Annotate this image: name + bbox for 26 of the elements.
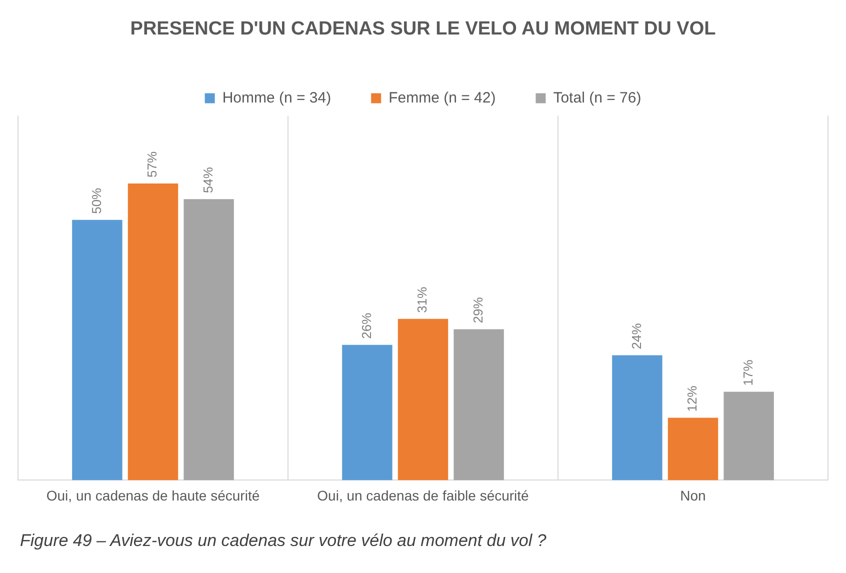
- chart-title: PRESENCE D'UN CADENAS SUR LE VELO AU MOMENT DU VOL: [130, 18, 716, 40]
- data-label: 26%: [358, 312, 374, 339]
- x-tick-label: Oui, un cadenas de faible sécurité: [317, 487, 530, 504]
- bar: [184, 199, 234, 480]
- caption: Figure 49 – Aviez-vous un cadenas sur votre vélo au moment du vol ?: [20, 531, 548, 551]
- bar: [398, 318, 448, 480]
- bar: [72, 220, 122, 480]
- bar: [668, 418, 718, 480]
- data-label: 31%: [414, 286, 430, 313]
- data-label: 54%: [200, 166, 216, 194]
- legend-label: Total (n = 76): [553, 89, 642, 106]
- x-tick-label: Oui, un cadenas de haute sécurité: [46, 487, 260, 504]
- bar: [342, 344, 392, 480]
- x-tick-label: Non: [680, 487, 706, 504]
- data-label: 29%: [470, 296, 486, 324]
- bar: [454, 329, 504, 480]
- bar: [612, 355, 662, 480]
- bar: [128, 183, 178, 480]
- legend-label: Femme (n = 42): [388, 89, 496, 106]
- data-label: 50%: [88, 187, 104, 214]
- bar: [724, 392, 774, 480]
- data-label: 57%: [144, 151, 160, 178]
- legend-label: Homme (n = 34): [222, 89, 332, 106]
- data-label: 24%: [628, 322, 644, 350]
- data-label: 12%: [684, 385, 700, 412]
- data-label: 17%: [740, 359, 756, 386]
